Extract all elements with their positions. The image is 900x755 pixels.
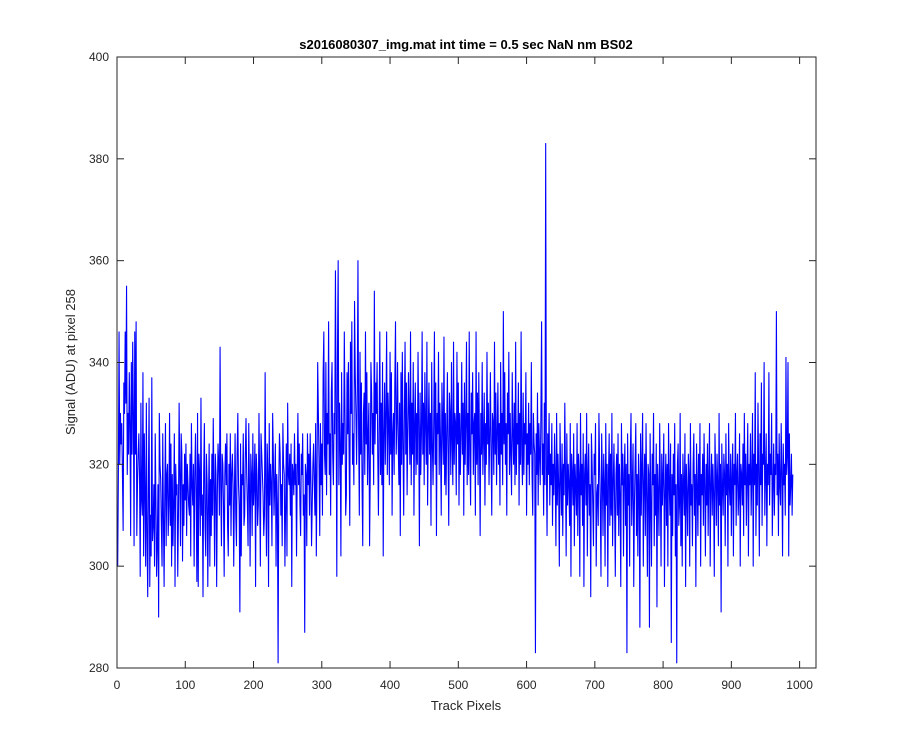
y-tick-label: 280 xyxy=(89,661,109,675)
x-tick-label: 100 xyxy=(175,678,195,692)
x-tick-label: 900 xyxy=(721,678,741,692)
y-axis-title: Signal (ADU) at pixel 258 xyxy=(63,289,78,435)
chart-title: s2016080307_img.mat int time = 0.5 sec N… xyxy=(299,37,633,52)
x-tick-label: 200 xyxy=(244,678,264,692)
series-layer xyxy=(117,143,794,664)
y-tick-label: 320 xyxy=(89,457,109,471)
x-tick-label: 0 xyxy=(114,678,121,692)
x-tick-label: 400 xyxy=(380,678,400,692)
tick-layer: 0 100 200 300 400 500 600 700 800 900 1000 280 300 32… xyxy=(89,50,816,692)
signal-series-line xyxy=(117,143,794,664)
y-tick-label: 400 xyxy=(89,50,109,64)
plot-frame xyxy=(116,56,817,669)
x-tick-label: 700 xyxy=(585,678,605,692)
x-tick-label: 1000 xyxy=(786,678,813,692)
y-tick-label: 300 xyxy=(89,559,109,573)
x-tick-label: 500 xyxy=(448,678,468,692)
y-tick-label: 360 xyxy=(89,254,109,268)
x-tick-label: 800 xyxy=(653,678,673,692)
y-tick-label: 340 xyxy=(89,356,109,370)
y-tick-label: 380 xyxy=(89,152,109,166)
x-tick-label: 600 xyxy=(517,678,537,692)
x-tick-label: 300 xyxy=(312,678,332,692)
x-axis-title: Track Pixels xyxy=(431,698,502,713)
